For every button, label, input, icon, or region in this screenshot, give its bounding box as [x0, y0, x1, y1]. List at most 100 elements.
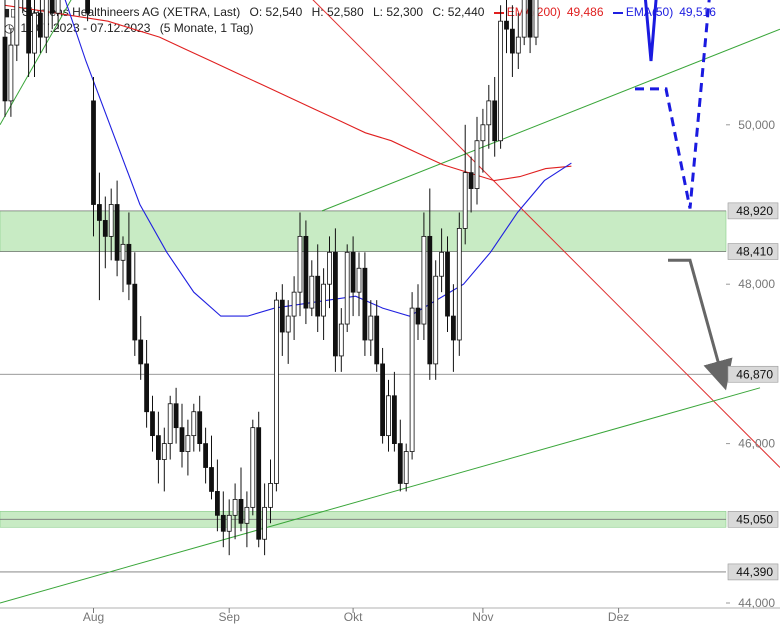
candle-body [91, 100, 96, 205]
candle-body [386, 395, 391, 437]
candle-body [533, 0, 539, 38]
candle [321, 268, 327, 340]
candle [297, 212, 303, 317]
chart-type-icon: ▮▯ [4, 7, 17, 19]
candle [32, 0, 37, 77]
candle [445, 236, 450, 333]
candle [8, 29, 14, 117]
candle-body [480, 124, 486, 142]
candle [374, 300, 380, 372]
candle-body [155, 435, 161, 460]
candle [214, 459, 220, 532]
candle-body [138, 339, 144, 365]
candle [380, 347, 386, 444]
candle [509, 5, 515, 77]
candle [427, 188, 433, 380]
trendline-3 [321, 28, 780, 212]
ema200-value: 49,486 [566, 5, 604, 19]
forecast-blue-zigzag [643, 0, 658, 62]
candle-body [427, 235, 433, 365]
candle [327, 236, 332, 309]
y-tick-label: 48,000 [738, 277, 775, 291]
candle-body [203, 443, 209, 468]
candle [486, 84, 492, 149]
candle [22, 0, 24, 14]
candle-body [403, 451, 409, 484]
candle-body [14, 0, 20, 46]
candle-body [332, 251, 338, 357]
candle-body [209, 467, 214, 492]
candle [498, 5, 504, 149]
candle-body [327, 251, 332, 285]
candle [191, 403, 197, 452]
candle [244, 491, 250, 548]
candle [232, 483, 238, 540]
candle [38, 0, 43, 54]
candle-body [250, 427, 256, 508]
candle [179, 403, 185, 468]
candle-body [492, 100, 498, 142]
candle-body [462, 172, 468, 229]
candle-body [226, 514, 232, 532]
candle [439, 228, 445, 293]
candle [43, 0, 49, 54]
candle [132, 252, 138, 356]
candle [462, 124, 468, 245]
level-label-box [727, 563, 779, 581]
candle [226, 499, 232, 556]
candle-body [409, 307, 415, 452]
candle [97, 172, 102, 301]
clock-icon: ◷ [4, 21, 15, 35]
candle-body [303, 235, 309, 309]
candle [273, 292, 279, 492]
candle [368, 300, 374, 356]
candle-body [498, 20, 504, 142]
candle [338, 308, 344, 372]
chart-header: ▮▯ Siemens Healthineers AG (XETRA, Last) … [4, 5, 722, 19]
candle [456, 212, 462, 356]
candle-body [273, 299, 279, 484]
candle-body [43, 0, 49, 38]
period-note: (5 Monate, 1 Tag) [159, 21, 254, 35]
level-label-box [727, 243, 779, 260]
candle-body [85, 0, 90, 14]
candle-body [380, 363, 386, 437]
candle-body [268, 483, 273, 508]
candle-body [504, 20, 509, 30]
candle-body [368, 315, 374, 341]
candle [433, 260, 439, 380]
candle [309, 260, 315, 317]
candle [220, 491, 226, 548]
candle-body [433, 275, 439, 365]
y-tick-label: 46,000 [738, 437, 775, 451]
high-value: H: 52,580 [311, 5, 364, 19]
candle-body [185, 435, 191, 452]
candle-body [415, 307, 421, 325]
candle [256, 411, 262, 548]
candle [492, 76, 498, 157]
candle-body [439, 251, 445, 277]
candle-body [285, 315, 291, 333]
level-label-box [727, 365, 779, 383]
candle [209, 435, 214, 500]
candle-body [509, 28, 515, 54]
candle [362, 252, 368, 356]
candle-body [391, 395, 397, 444]
candle [279, 284, 285, 356]
candle [161, 427, 167, 492]
candle-body [144, 363, 150, 413]
forecast-gray-down [668, 258, 733, 391]
candle [533, 0, 539, 46]
candle [102, 196, 108, 269]
candle-body [291, 291, 297, 317]
candle [150, 395, 155, 452]
candle-body [126, 243, 132, 285]
candle [356, 252, 362, 317]
candle-body [55, 0, 61, 14]
candle [197, 395, 203, 452]
ema50-legend-line [612, 11, 623, 14]
candle-body [486, 100, 492, 126]
x-tick-label: Sep [219, 610, 241, 624]
candle-body [468, 172, 474, 189]
candle [203, 427, 209, 484]
